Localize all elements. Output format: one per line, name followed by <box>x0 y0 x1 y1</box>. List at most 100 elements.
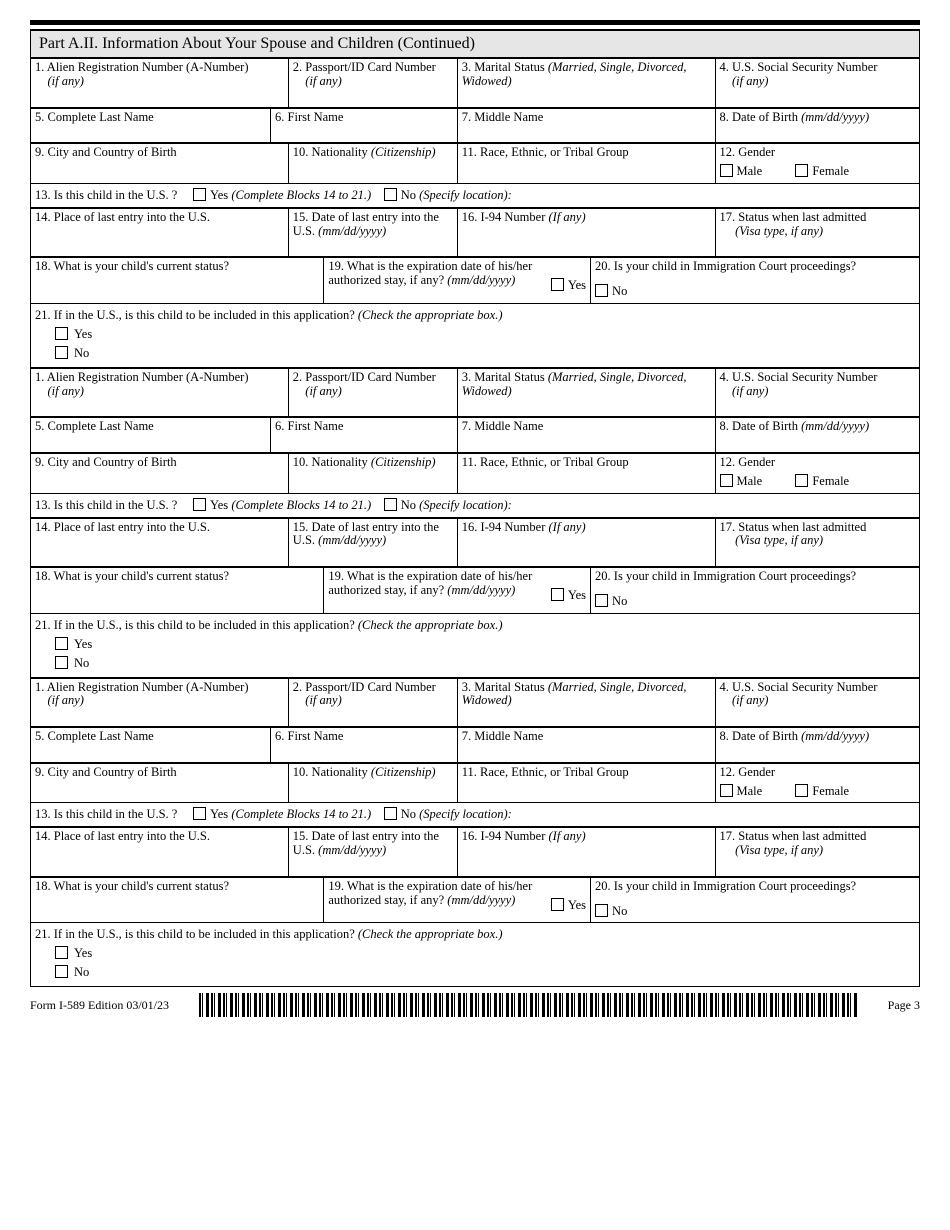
checkbox-q19-yes[interactable] <box>551 278 564 291</box>
q20[interactable]: 20. Is your child in Immigration Court p… <box>591 877 920 923</box>
page-footer: Form I-589 Edition 03/01/23 Page 3 <box>30 993 920 1017</box>
q5[interactable]: 5. Complete Last Name <box>31 108 271 143</box>
checkbox-male[interactable] <box>720 474 733 487</box>
q19[interactable]: 19. What is the expiration date of his/h… <box>324 877 591 923</box>
q8[interactable]: 8. Date of Birth (mm/dd/yyyy) <box>715 108 920 143</box>
q4[interactable]: 4. U.S. Social Security Number (if any) <box>715 678 920 727</box>
q16[interactable]: 16. I-94 Number (If any) <box>457 208 715 257</box>
section-header: Part A.II. Information About Your Spouse… <box>30 30 920 58</box>
q2[interactable]: 2. Passport/ID Card Number (if any) <box>288 368 457 417</box>
q9[interactable]: 9. City and Country of Birth <box>31 763 289 803</box>
child-row-18-20: 18. What is your child's current status?… <box>30 257 920 304</box>
child-block-1: 1. Alien Registration Number (A-Number) … <box>30 58 920 368</box>
q3[interactable]: 3. Marital Status (Married, Single, Divo… <box>457 368 715 417</box>
checkbox-q21-no[interactable] <box>55 346 68 359</box>
q7[interactable]: 7. Middle Name <box>457 108 715 143</box>
q10[interactable]: 10. Nationality (Citizenship) <box>288 763 457 803</box>
q1[interactable]: 1. Alien Registration Number (A-Number) … <box>31 678 289 727</box>
checkbox-q21-yes[interactable] <box>55 327 68 340</box>
child3-row-1-4: 1. Alien Registration Number (A-Number) … <box>30 678 920 728</box>
child-block-2: 1. Alien Registration Number (A-Number) … <box>30 368 920 678</box>
q15[interactable]: 15. Date of last entry into the U.S. (mm… <box>288 828 457 877</box>
q5[interactable]: 5. Complete Last Name <box>31 728 271 763</box>
q14[interactable]: 14. Place of last entry into the U.S. <box>31 208 289 257</box>
q1[interactable]: 1. Alien Registration Number (A-Number) … <box>31 368 289 417</box>
q3[interactable]: 3. Marital Status (Married, Single, Divo… <box>457 678 715 727</box>
q18[interactable]: 18. What is your child's current status? <box>31 258 324 304</box>
q11[interactable]: 11. Race, Ethnic, or Tribal Group <box>457 454 715 494</box>
q5[interactable]: 5. Complete Last Name <box>31 418 271 453</box>
checkbox-q19-yes[interactable] <box>551 898 564 911</box>
q6[interactable]: 6. First Name <box>271 418 458 453</box>
q1[interactable]: 1. Alien Registration Number (A-Number) … <box>31 59 289 108</box>
checkbox-male[interactable] <box>720 164 733 177</box>
q20[interactable]: 20. Is your child in Immigration Court p… <box>591 258 920 304</box>
q17[interactable]: 17. Status when last admitted (Visa type… <box>715 518 920 567</box>
q9[interactable]: 9. City and Country of Birth <box>31 454 289 494</box>
checkbox-q13-yes[interactable] <box>193 188 206 201</box>
q14[interactable]: 14. Place of last entry into the U.S. <box>31 518 289 567</box>
child3-row-5-8: 5. Complete Last Name 6. First Name 7. M… <box>30 727 920 763</box>
child2-row-5-8: 5. Complete Last Name 6. First Name 7. M… <box>30 417 920 453</box>
checkbox-male[interactable] <box>720 784 733 797</box>
q17[interactable]: 17. Status when last admitted (Visa type… <box>715 828 920 877</box>
child-row-14-17: 14. Place of last entry into the U.S. 15… <box>30 208 920 258</box>
q15[interactable]: 15. Date of last entry into the U.S. (mm… <box>288 518 457 567</box>
child2-row-18-20: 18. What is your child's current status?… <box>30 567 920 614</box>
q10[interactable]: 10. Nationality (Citizenship) <box>288 144 457 184</box>
checkbox-q20-no[interactable] <box>595 284 608 297</box>
checkbox-q13-no[interactable] <box>384 188 397 201</box>
checkbox-q13-yes[interactable] <box>193 498 206 511</box>
q7[interactable]: 7. Middle Name <box>457 728 715 763</box>
checkbox-q13-no[interactable] <box>384 498 397 511</box>
q6[interactable]: 6. First Name <box>271 728 458 763</box>
q12[interactable]: 12. Gender Male Female <box>715 763 920 803</box>
child2-row-1-4: 1. Alien Registration Number (A-Number) … <box>30 368 920 418</box>
child3-row-18-20: 18. What is your child's current status?… <box>30 877 920 924</box>
checkbox-female[interactable] <box>795 164 808 177</box>
q19[interactable]: 19. What is the expiration date of his/h… <box>324 258 591 304</box>
q11[interactable]: 11. Race, Ethnic, or Tribal Group <box>457 763 715 803</box>
q4[interactable]: 4. U.S. Social Security Number (if any) <box>715 59 920 108</box>
checkbox-q19-yes[interactable] <box>551 588 564 601</box>
q13: 13. Is this child in the U.S. ? Yes (Com… <box>30 494 920 518</box>
page-number: Page 3 <box>888 998 920 1013</box>
checkbox-q21-no[interactable] <box>55 656 68 669</box>
q20[interactable]: 20. Is your child in Immigration Court p… <box>591 568 920 614</box>
q7[interactable]: 7. Middle Name <box>457 418 715 453</box>
q12[interactable]: 12. Gender Male Female <box>715 454 920 494</box>
q18[interactable]: 18. What is your child's current status? <box>31 568 324 614</box>
q19[interactable]: 19. What is the expiration date of his/h… <box>324 568 591 614</box>
q6[interactable]: 6. First Name <box>271 108 458 143</box>
checkbox-q21-yes[interactable] <box>55 637 68 650</box>
q8[interactable]: 8. Date of Birth (mm/dd/yyyy) <box>715 418 920 453</box>
q14[interactable]: 14. Place of last entry into the U.S. <box>31 828 289 877</box>
checkbox-q20-no[interactable] <box>595 594 608 607</box>
child2-row-14-17: 14. Place of last entry into the U.S. 15… <box>30 518 920 568</box>
checkbox-female[interactable] <box>795 784 808 797</box>
child-row-5-8: 5. Complete Last Name 6. First Name 7. M… <box>30 108 920 144</box>
checkbox-female[interactable] <box>795 474 808 487</box>
q2[interactable]: 2. Passport/ID Card Number (if any) <box>288 678 457 727</box>
child-block-3: 1. Alien Registration Number (A-Number) … <box>30 678 920 988</box>
q17[interactable]: 17. Status when last admitted (Visa type… <box>715 208 920 257</box>
child2-row-9-12: 9. City and Country of Birth 10. Nationa… <box>30 453 920 494</box>
q11[interactable]: 11. Race, Ethnic, or Tribal Group <box>457 144 715 184</box>
q3[interactable]: 3. Marital Status (Married, Single, Divo… <box>457 59 715 108</box>
q10[interactable]: 10. Nationality (Citizenship) <box>288 454 457 494</box>
checkbox-q21-yes[interactable] <box>55 946 68 959</box>
q8[interactable]: 8. Date of Birth (mm/dd/yyyy) <box>715 728 920 763</box>
checkbox-q13-no[interactable] <box>384 807 397 820</box>
q18[interactable]: 18. What is your child's current status? <box>31 877 324 923</box>
checkbox-q21-no[interactable] <box>55 965 68 978</box>
q4[interactable]: 4. U.S. Social Security Number (if any) <box>715 368 920 417</box>
q12[interactable]: 12. Gender Male Female <box>715 144 920 184</box>
q15[interactable]: 15. Date of last entry into the U.S. (mm… <box>288 208 457 257</box>
q13: 13. Is this child in the U.S. ? Yes (Com… <box>30 803 920 827</box>
q9[interactable]: 9. City and Country of Birth <box>31 144 289 184</box>
q2[interactable]: 2. Passport/ID Card Number (if any) <box>288 59 457 108</box>
q16[interactable]: 16. I-94 Number (If any) <box>457 518 715 567</box>
checkbox-q20-no[interactable] <box>595 904 608 917</box>
checkbox-q13-yes[interactable] <box>193 807 206 820</box>
q16[interactable]: 16. I-94 Number (If any) <box>457 828 715 877</box>
